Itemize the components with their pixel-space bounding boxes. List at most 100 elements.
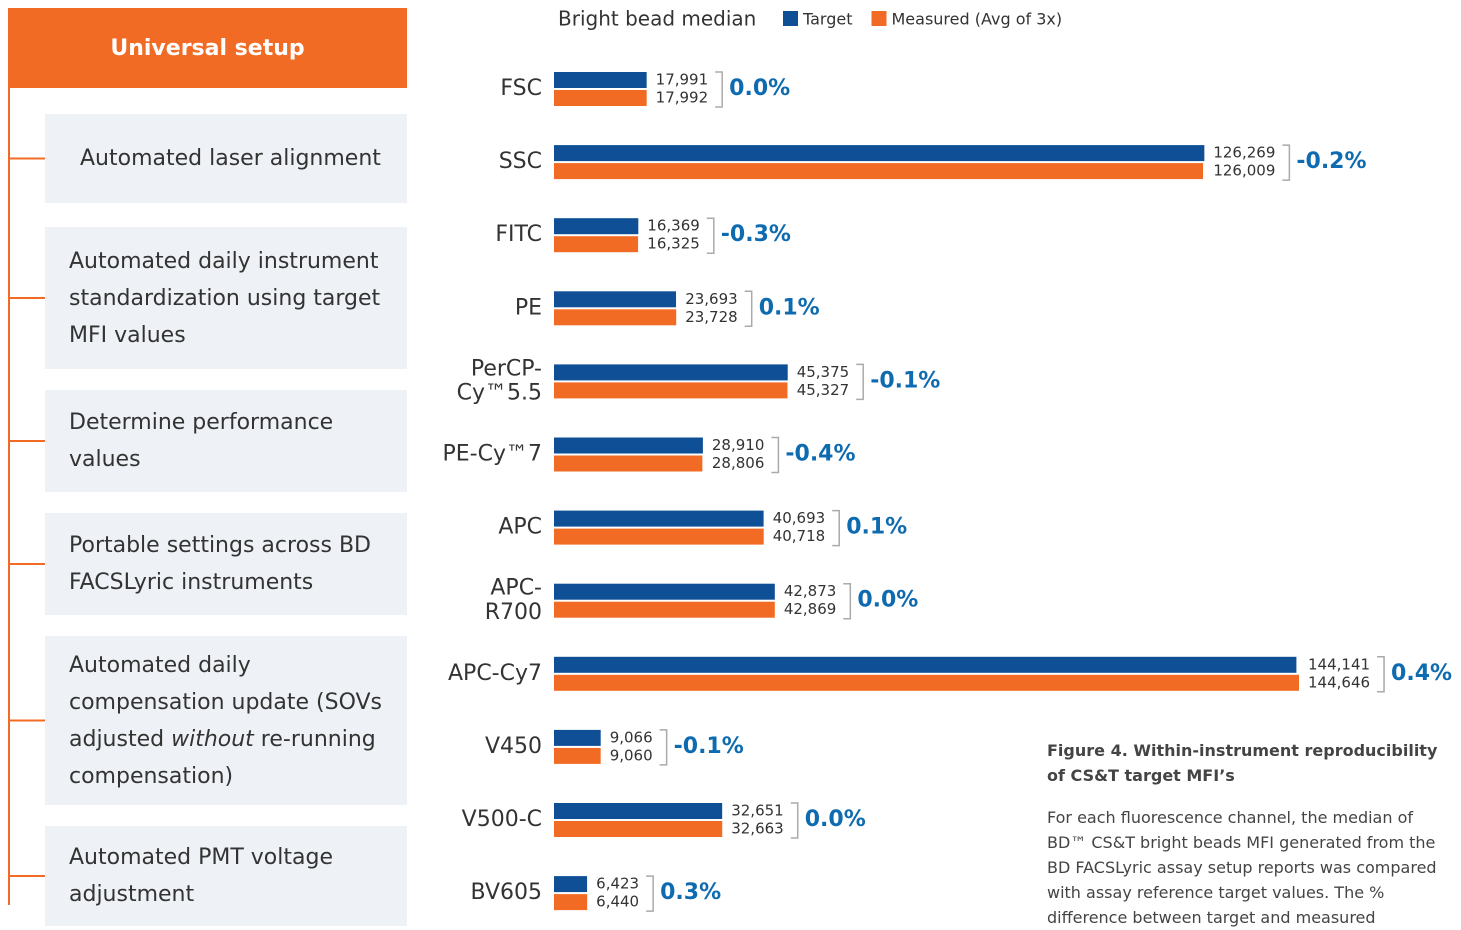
difference-label: -0.4% (785, 442, 855, 467)
value-label: 144,141 (1308, 655, 1370, 673)
step-text: Automated daily compensation update (SOV… (69, 652, 383, 752)
bar (554, 894, 588, 911)
bar (554, 145, 1205, 162)
value-label: 42,873 (784, 582, 837, 600)
difference-label: 0.1% (759, 295, 820, 320)
value-label: 28,910 (712, 436, 765, 454)
category-label: V450 (485, 734, 542, 759)
bracket (744, 290, 753, 328)
category-label: FSC (500, 76, 542, 101)
bracket (832, 509, 840, 547)
legend-swatch (783, 11, 798, 26)
bar (554, 674, 1299, 691)
bar (554, 528, 764, 545)
caption: Figure 4. Within-instrument reproducibil… (1047, 738, 1447, 930)
bar (554, 729, 601, 746)
setup-step: Automated PMT voltage adjustment (45, 826, 407, 926)
sidebar-title: Universal setup (8, 8, 407, 88)
bracket (715, 71, 723, 108)
value-label: 42,869 (784, 600, 837, 618)
bar (554, 236, 639, 253)
legend-label: Target (802, 10, 853, 29)
value-label: 17,991 (656, 71, 709, 89)
setup-step: Automated daily compensation update (SOV… (45, 636, 407, 805)
category-label: PE (515, 295, 542, 320)
difference-label: 0.0% (805, 807, 866, 832)
difference-label: 0.3% (660, 880, 721, 905)
legend-swatch (871, 11, 887, 26)
difference-label: 0.0% (729, 76, 790, 101)
bar (554, 382, 788, 399)
setup-step: Portable settings across BD FACSLyric in… (45, 513, 407, 615)
step-text: Portable settings across BD FACSLyric in… (69, 533, 371, 595)
bar (554, 583, 775, 600)
bracket (771, 436, 780, 474)
category-label: PE-Cy™7 (443, 442, 542, 467)
bracket (646, 875, 654, 912)
bar (554, 90, 647, 106)
value-label: 17,992 (656, 89, 709, 107)
step-text: Automated laser alignment (80, 146, 381, 171)
step-text: without (171, 726, 254, 752)
bar (554, 821, 723, 837)
caption-title: Figure 4. Within-instrument reproducibil… (1047, 741, 1438, 785)
difference-label: -0.3% (721, 222, 791, 247)
difference-label: 0.0% (857, 588, 918, 613)
value-label: 6,440 (596, 893, 639, 911)
value-label: 6,423 (596, 875, 639, 893)
value-label: 9,066 (610, 728, 653, 746)
bar (554, 747, 601, 764)
bracket (843, 582, 852, 620)
bar (554, 510, 764, 527)
category-label: V500-C (462, 807, 542, 832)
difference-label: 0.1% (846, 515, 907, 540)
difference-label: 0.4% (1391, 661, 1452, 686)
setup-step: Automated daily instrument standardizati… (45, 227, 407, 369)
bar (554, 72, 647, 88)
bar (554, 656, 1297, 673)
value-label: 45,375 (797, 363, 850, 381)
bracket (790, 802, 799, 839)
step-text: Automated daily instrument standardizati… (69, 248, 381, 348)
legend-label: Measured (Avg of 3x) (892, 10, 1063, 29)
bar (554, 364, 788, 381)
bracket (1377, 656, 1385, 693)
bar (554, 803, 723, 819)
bar (554, 218, 639, 235)
value-label: 28,806 (712, 454, 765, 472)
value-label: 9,060 (610, 746, 653, 764)
value-label: 23,693 (685, 290, 738, 308)
category-label: SSC (499, 149, 542, 174)
value-label: 32,651 (731, 802, 784, 820)
legend-title: Bright bead median (558, 7, 756, 31)
value-label: 23,728 (685, 308, 738, 326)
bar (554, 309, 677, 326)
bar (554, 876, 588, 893)
value-label: 32,663 (731, 820, 784, 838)
bar (554, 437, 703, 454)
category-label: APC (498, 515, 542, 540)
bar (554, 601, 775, 618)
value-label: 126,269 (1213, 144, 1275, 162)
category-label: FITC (495, 222, 542, 247)
value-label: 40,693 (773, 509, 826, 527)
category-label: APC-Cy7 (448, 661, 542, 686)
value-label: 16,325 (647, 235, 700, 253)
bracket (1282, 144, 1291, 181)
bracket (706, 217, 715, 254)
value-label: 45,327 (797, 381, 850, 399)
step-text: re-running compensation) (69, 726, 376, 789)
category-label: APC-R700 (485, 576, 542, 625)
category-label: BV605 (471, 880, 542, 905)
value-label: 144,646 (1308, 673, 1370, 691)
caption-body: For each fluorescence channel, the media… (1047, 808, 1437, 927)
bracket (856, 363, 864, 401)
value-label: 126,009 (1213, 162, 1275, 180)
difference-label: -0.1% (870, 368, 940, 393)
bar (554, 163, 1204, 180)
bar (554, 291, 677, 308)
setup-step: Automated laser alignment (45, 114, 407, 203)
step-text: Automated PMT voltage adjustment (69, 845, 333, 907)
